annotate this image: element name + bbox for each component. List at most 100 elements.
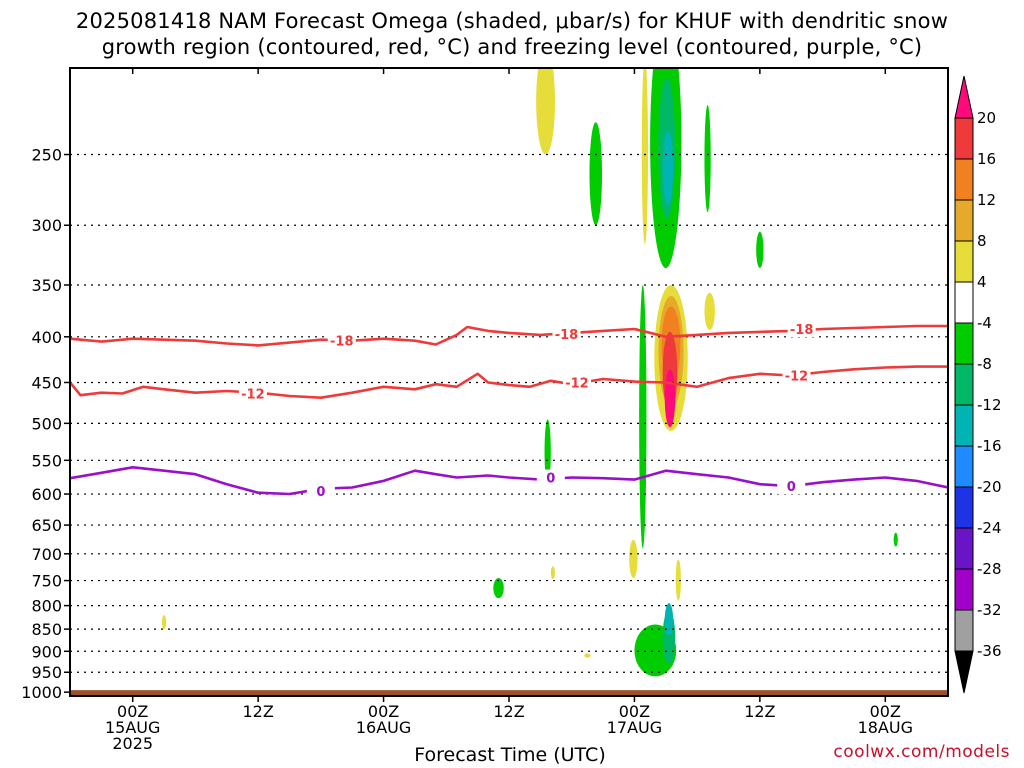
x-tick-label-5-0: 12Z bbox=[744, 702, 775, 721]
contour-minus12-label-bg-2 bbox=[782, 367, 811, 384]
chart-title-line2: growth region (contoured, red, °C) and f… bbox=[101, 35, 923, 59]
contour-minus18-label-bg-0 bbox=[327, 332, 356, 349]
contour-minus18-label-1: -18 bbox=[555, 328, 579, 343]
y-tick-label-250: 250 bbox=[31, 146, 62, 165]
colorbar-label-6: -8 bbox=[977, 355, 992, 373]
y-tick-label-550: 550 bbox=[31, 451, 62, 470]
x-tick-label-4-1: 17AUG bbox=[607, 718, 662, 737]
omega-blob-24 bbox=[664, 603, 674, 636]
y-tick-label-650: 650 bbox=[31, 516, 62, 535]
colorbar-arrow-bottom bbox=[954, 650, 974, 694]
colorbar-label-3: 8 bbox=[977, 232, 987, 250]
contour-freezing-0-label-1: 0 bbox=[546, 472, 555, 487]
x-tick-label-6-1: 18AUG bbox=[858, 718, 913, 737]
x-tick-label-3-0: 12Z bbox=[493, 702, 524, 721]
colorbar-label-4: 4 bbox=[977, 273, 987, 291]
contour-minus12-label-1: -12 bbox=[565, 376, 589, 391]
colorbar-cell-2 bbox=[954, 199, 974, 242]
y-tick-label-350: 350 bbox=[31, 276, 62, 295]
contour-minus12 bbox=[70, 365, 948, 399]
contour-minus18 bbox=[70, 324, 948, 347]
x-tick-label-6-0: 00Z bbox=[870, 702, 901, 721]
chart-title-line1: 2025081418 NAM Forecast Omega (shaded, μ… bbox=[75, 9, 949, 33]
x-tick-label-0-0: 00Z bbox=[117, 702, 148, 721]
colorbar-cell-6 bbox=[954, 363, 974, 406]
contour-freezing-0-label-2: 0 bbox=[787, 480, 796, 495]
omega-blob-12 bbox=[664, 369, 676, 428]
colorbar-label-0: 20 bbox=[977, 109, 996, 127]
contour-freezing-0-label-bg-1 bbox=[536, 469, 565, 486]
y-tick-label-450: 450 bbox=[31, 373, 62, 392]
omega-blob-2 bbox=[641, 68, 649, 245]
contour-minus18-label-2: -18 bbox=[790, 323, 814, 338]
contour-minus12-label-2: -12 bbox=[785, 370, 809, 385]
contour-minus12-label-bg-1 bbox=[562, 374, 591, 391]
omega-blob-21 bbox=[161, 615, 167, 630]
colorbar-label-8: -16 bbox=[977, 437, 1002, 455]
contour-minus18-label-bg-1 bbox=[552, 325, 581, 342]
y-tick-label-950: 950 bbox=[31, 663, 62, 682]
omega-blob-20 bbox=[584, 653, 591, 658]
y-tick-label-850: 850 bbox=[31, 620, 62, 639]
colorbar-cell-12 bbox=[954, 609, 974, 652]
colorbar-label-12: -32 bbox=[977, 601, 1002, 619]
contour-minus18-label-0: -18 bbox=[330, 335, 354, 350]
x-tick-label-2-1: 16AUG bbox=[356, 718, 411, 737]
omega-blob-16 bbox=[493, 577, 504, 599]
omega-blob-19 bbox=[675, 559, 681, 601]
contour-freezing-0-label-bg-2 bbox=[777, 478, 806, 495]
colorbar-cell-4 bbox=[954, 281, 974, 324]
omega-blob-7 bbox=[756, 231, 764, 269]
chart-title: 2025081418 NAM Forecast Omega (shaded, μ… bbox=[0, 8, 1024, 60]
x-tick-label-0-1: 15AUG bbox=[105, 718, 160, 737]
ground-surface bbox=[70, 690, 948, 696]
colorbar-cell-8 bbox=[954, 445, 974, 488]
x-tick-label-4-0: 00Z bbox=[619, 702, 650, 721]
colorbar-cell-5 bbox=[954, 322, 974, 365]
y-tick-label-600: 600 bbox=[31, 485, 62, 504]
x-tick-label-2-0: 00Z bbox=[368, 702, 399, 721]
y-tick-label-500: 500 bbox=[31, 414, 62, 433]
omega-blob-13 bbox=[704, 292, 715, 330]
y-tick-label-300: 300 bbox=[31, 216, 62, 235]
contour-freezing-0-label-bg-0 bbox=[306, 482, 335, 499]
temperature-contours: -18 -18 -18 -12 -12 -12 0 0 0 bbox=[70, 320, 948, 500]
omega-shading bbox=[161, 68, 898, 677]
omega-blob-18 bbox=[629, 539, 638, 578]
colorbar-cell-11 bbox=[954, 568, 974, 611]
colorbar-arrow-top bbox=[954, 75, 974, 119]
omega-blob-25 bbox=[893, 532, 898, 547]
omega-blob-15 bbox=[544, 419, 551, 485]
y-tick-label-700: 700 bbox=[31, 545, 62, 564]
colorbar-label-9: -20 bbox=[977, 478, 1002, 496]
colorbar-label-10: -24 bbox=[977, 519, 1002, 537]
y-axis: 250 300 350 400 450 500 550 600 650 700 750 800 850 9… bbox=[21, 146, 70, 702]
colorbar-label-7: -12 bbox=[977, 396, 1002, 414]
colorbar-cell-1 bbox=[954, 158, 974, 201]
x-tick-label-0-2: 2025 bbox=[112, 734, 153, 753]
colorbar-cell-0 bbox=[954, 117, 974, 160]
colorbar-cell-10 bbox=[954, 527, 974, 570]
pressure-gridlines bbox=[70, 153, 948, 693]
y-tick-label-800: 800 bbox=[31, 597, 62, 616]
y-tick-label-400: 400 bbox=[31, 328, 62, 347]
colorbar-label-13: -36 bbox=[977, 642, 1002, 660]
source-credit: coolwx.com/models bbox=[833, 742, 1010, 762]
omega-blob-17 bbox=[550, 566, 555, 580]
plot-frame bbox=[69, 67, 949, 697]
colorbar-label-11: -28 bbox=[977, 560, 1002, 578]
x-axis-label: Forecast Time (UTC) bbox=[414, 744, 606, 766]
omega-blob-6 bbox=[704, 104, 711, 213]
contour-minus12-label-bg-0 bbox=[238, 385, 267, 402]
y-tick-label-900: 900 bbox=[31, 642, 62, 661]
omega-blob-1 bbox=[589, 122, 603, 226]
colorbar-label-1: 16 bbox=[977, 150, 996, 168]
colorbar-cell-3 bbox=[954, 240, 974, 283]
contour-minus18-label-bg-2 bbox=[787, 320, 816, 337]
contour-minus12-label-0: -12 bbox=[241, 388, 265, 403]
contour-freezing-0-label-0: 0 bbox=[316, 485, 325, 500]
colorbar-label-2: 12 bbox=[977, 191, 996, 209]
omega-blob-14 bbox=[639, 285, 647, 549]
